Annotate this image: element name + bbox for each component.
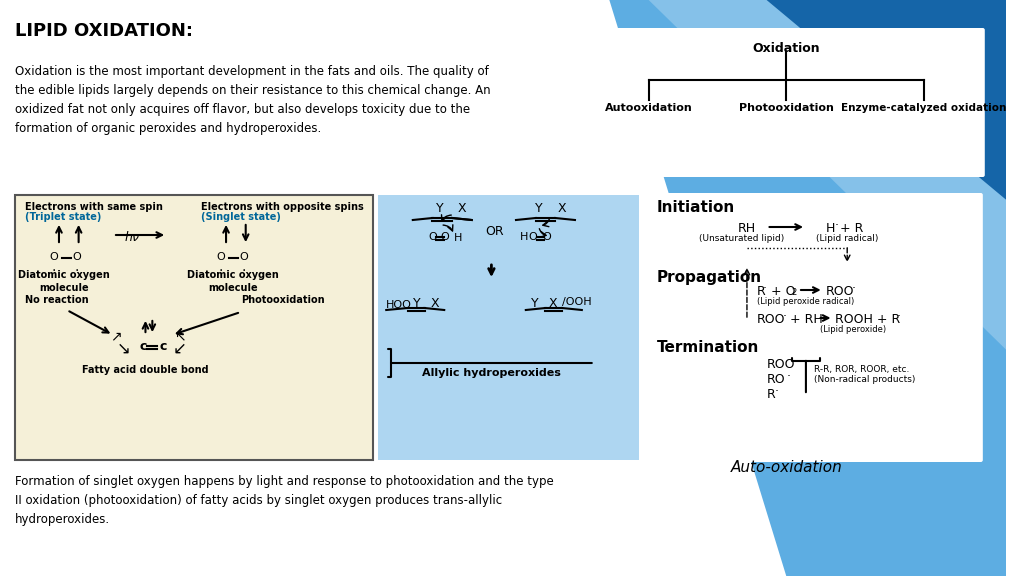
Text: Y: Y <box>435 202 443 215</box>
Text: Propagation: Propagation <box>656 270 762 285</box>
Text: .: . <box>75 260 79 274</box>
Polygon shape <box>609 0 1007 576</box>
Text: /OOH: /OOH <box>562 297 592 307</box>
Text: Photooxidation: Photooxidation <box>241 295 325 305</box>
Text: H: H <box>519 232 527 242</box>
Text: R-R, ROR, ROOR, etc.
(Non-radical products): R-R, ROR, ROOR, etc. (Non-radical produc… <box>814 365 915 384</box>
Text: (Triplet state): (Triplet state) <box>25 212 101 222</box>
Text: Electrons with opposite spins: Electrons with opposite spins <box>202 202 365 212</box>
Text: O: O <box>428 232 437 242</box>
Text: Enzyme-catalyzed oxidation: Enzyme-catalyzed oxidation <box>841 103 1007 113</box>
Text: Oxidation is the most important development in the fats and oils. The quality of: Oxidation is the most important developm… <box>14 65 490 135</box>
Text: Diatomic oxygen
molecule: Diatomic oxygen molecule <box>18 270 110 293</box>
Text: X: X <box>558 202 566 215</box>
Text: Y: Y <box>535 202 543 215</box>
Text: 2: 2 <box>792 288 797 297</box>
Text: .: . <box>242 260 246 274</box>
Text: (Unsaturated lipid): (Unsaturated lipid) <box>699 234 784 243</box>
Text: O: O <box>441 232 450 242</box>
Text: Initiation: Initiation <box>656 200 735 215</box>
Text: OR: OR <box>485 225 504 238</box>
Text: $\swarrow$: $\swarrow$ <box>169 340 186 358</box>
Text: X: X <box>430 297 439 310</box>
Text: Autooxidation: Autooxidation <box>605 103 692 113</box>
Text: ·: · <box>782 310 786 323</box>
Text: $\searrow$: $\searrow$ <box>113 340 130 358</box>
Text: ·: · <box>793 355 796 368</box>
FancyBboxPatch shape <box>14 195 374 460</box>
Text: O: O <box>217 252 225 262</box>
Text: Formation of singlet oxygen happens by light and response to photooxidation and : Formation of singlet oxygen happens by l… <box>14 475 554 526</box>
Text: O: O <box>50 252 58 262</box>
Text: c: c <box>139 340 146 353</box>
Text: X: X <box>549 297 557 310</box>
FancyBboxPatch shape <box>645 193 983 462</box>
Text: H: H <box>454 233 463 243</box>
Text: O: O <box>528 232 537 242</box>
Text: .: . <box>219 260 223 274</box>
Text: ·: · <box>774 385 778 398</box>
Text: O: O <box>73 252 81 262</box>
Text: Y: Y <box>413 297 421 310</box>
Text: .: . <box>52 260 56 274</box>
FancyBboxPatch shape <box>588 28 985 177</box>
Text: Termination: Termination <box>656 340 759 355</box>
Text: RH: RH <box>738 222 756 235</box>
Text: $h\nu$: $h\nu$ <box>124 230 141 244</box>
Text: (Lipid peroxide): (Lipid peroxide) <box>820 325 886 334</box>
Text: O: O <box>542 232 551 242</box>
Text: $\nearrow$: $\nearrow$ <box>109 330 123 344</box>
Text: Y: Y <box>530 297 539 310</box>
Text: Oxidation: Oxidation <box>753 42 820 55</box>
Text: Auto-oxidation: Auto-oxidation <box>730 460 842 475</box>
Text: + O: + O <box>767 285 795 298</box>
Text: R: R <box>757 285 766 298</box>
Text: c: c <box>159 340 167 353</box>
Text: ·: · <box>763 282 767 295</box>
Text: (Lipid peroxide radical): (Lipid peroxide radical) <box>758 297 855 306</box>
Polygon shape <box>648 0 1007 350</box>
Text: Electrons with same spin: Electrons with same spin <box>25 202 163 212</box>
Text: No reaction: No reaction <box>25 295 88 305</box>
Text: HOO: HOO <box>386 300 412 310</box>
Polygon shape <box>688 0 1007 576</box>
Text: (Lipid radical): (Lipid radical) <box>816 234 879 243</box>
Text: ·: · <box>786 370 791 383</box>
Text: ROOH + R: ROOH + R <box>836 313 901 326</box>
Text: Allylic hydroperoxides: Allylic hydroperoxides <box>422 368 561 378</box>
Text: Photooxidation: Photooxidation <box>739 103 834 113</box>
Text: + RH: + RH <box>786 313 823 326</box>
Text: (Singlet state): (Singlet state) <box>202 212 282 222</box>
Text: H: H <box>825 222 835 235</box>
Text: X: X <box>458 202 466 215</box>
Text: ROO: ROO <box>757 313 785 326</box>
Text: LIPID OXIDATION:: LIPID OXIDATION: <box>14 22 193 40</box>
Text: Diatomic oxygen
molecule: Diatomic oxygen molecule <box>187 270 279 293</box>
Text: + R: + R <box>841 222 863 235</box>
Text: Fatty acid double bond: Fatty acid double bond <box>82 365 209 375</box>
Text: $\nwarrow$: $\nwarrow$ <box>172 330 186 344</box>
FancyBboxPatch shape <box>379 195 639 460</box>
Text: RO: RO <box>767 373 785 386</box>
Text: ROO: ROO <box>825 285 854 298</box>
Text: ·: · <box>835 219 839 232</box>
Text: R: R <box>767 388 775 401</box>
Text: O: O <box>240 252 248 262</box>
Text: ROO: ROO <box>767 358 795 371</box>
Text: ·: · <box>896 310 900 323</box>
Text: ·: · <box>851 282 855 295</box>
